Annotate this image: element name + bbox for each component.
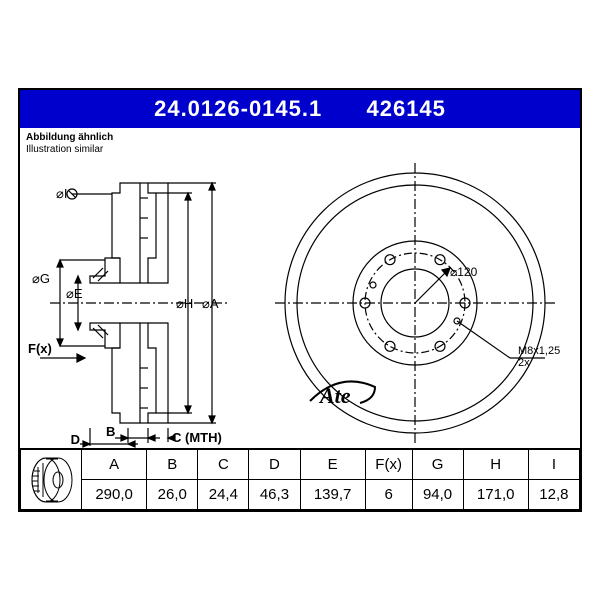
label-pitch-circle: ⌀120 [450, 265, 478, 279]
val-E: 139,7 [300, 480, 365, 510]
subtitle-en: Illustration similar [26, 144, 103, 155]
subtitle: Abbildung ähnlich Illustration similar [26, 132, 113, 156]
val-G: 94,0 [412, 480, 463, 510]
col-B: B [147, 450, 198, 480]
label-c: C (MTH) [172, 430, 222, 445]
ate-logo-icon: Ate [310, 381, 375, 408]
col-E: E [300, 450, 365, 480]
val-B: 26,0 [147, 480, 198, 510]
col-A: A [82, 450, 147, 480]
diagram-area: Abbildung ähnlich Illustration similar [20, 128, 580, 449]
col-F: F(x) [365, 450, 412, 480]
header-bar: 24.0126-0145.1 426145 [20, 90, 580, 128]
svg-text:Ate: Ate [318, 383, 351, 408]
label-diam-h: ⌀H [176, 296, 193, 311]
technical-diagram: ⌀I ⌀G ⌀E ⌀H ⌀A F(x) B D C (MTH) [20, 128, 580, 448]
label-diam-e: ⌀E [66, 286, 83, 301]
label-b: B [106, 424, 115, 439]
table-header-row: A B C D E F(x) G H I [21, 450, 580, 480]
val-F: 6 [365, 480, 412, 510]
val-A: 290,0 [82, 480, 147, 510]
col-D: D [249, 450, 300, 480]
side-profile [40, 183, 230, 447]
label-thread-1: M8x1,25 [518, 345, 560, 357]
label-thread-2: 2x [518, 357, 530, 369]
table-value-row: 290,0 26,0 24,4 46,3 139,7 6 94,0 171,0 … [21, 480, 580, 510]
val-I: 12,8 [528, 480, 579, 510]
col-G: G [412, 450, 463, 480]
label-d: D [71, 432, 80, 447]
drawing-container: 24.0126-0145.1 426145 Abbildung ähnlich … [18, 88, 582, 512]
part-number-2: 426145 [366, 96, 445, 121]
label-diam-a: ⌀A [202, 296, 219, 311]
disc-icon-cell [21, 450, 82, 510]
part-number-1: 24.0126-0145.1 [154, 96, 322, 121]
col-C: C [198, 450, 249, 480]
label-f: F(x) [28, 341, 52, 356]
dimension-table: A B C D E F(x) G H I 290,0 26,0 24,4 46,… [20, 449, 580, 510]
vented-disc-icon [26, 455, 76, 505]
front-face [275, 163, 555, 443]
subtitle-de: Abbildung ähnlich [26, 132, 113, 143]
val-H: 171,0 [463, 480, 528, 510]
col-I: I [528, 450, 579, 480]
val-D: 46,3 [249, 480, 300, 510]
val-C: 24,4 [198, 480, 249, 510]
label-diam-g: ⌀G [32, 271, 50, 286]
col-H: H [463, 450, 528, 480]
label-diam-i: ⌀I [56, 186, 67, 201]
